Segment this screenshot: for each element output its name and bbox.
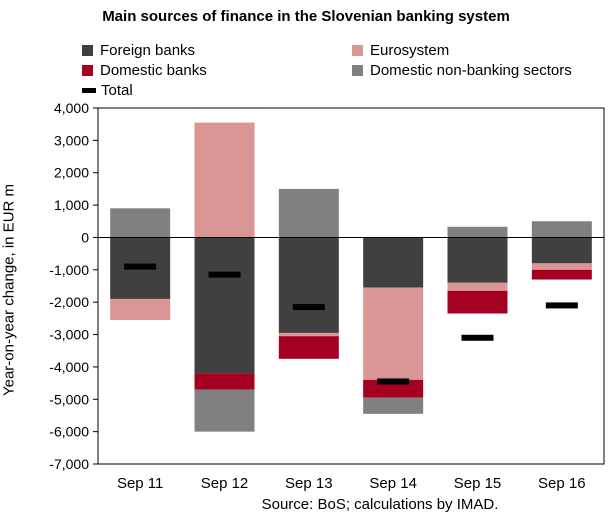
legend-item-total: Total (82, 82, 133, 99)
y-tick-label: -4,000 (49, 359, 89, 375)
total-marker-sep-15 (461, 334, 494, 341)
bar-foreign-banks-sep-15 (447, 237, 508, 283)
legend-label-eurosystem: Eurosystem (370, 42, 450, 59)
bar-eurosystem-sep-14 (363, 287, 424, 380)
legend-label-domestic-non-banking: Domestic non-banking sectors (370, 62, 572, 79)
legend-item-foreign-banks: Foreign banks (82, 42, 195, 59)
total-marker-sep-11 (124, 263, 157, 270)
bar-domestic-banks-sep-16 (531, 269, 592, 280)
y-tick-label: -7,000 (49, 456, 89, 472)
y-tick-label: -5,000 (49, 391, 89, 407)
legend-label-foreign-banks: Foreign banks (100, 42, 196, 59)
bar-domestic-banks-sep-13 (278, 336, 339, 359)
bar-foreign-banks-sep-16 (531, 237, 592, 264)
bar-eurosystem-sep-13 (278, 332, 339, 337)
y-tick-label: 1,000 (54, 197, 89, 213)
bar-eurosystem-sep-15 (447, 282, 508, 291)
legend-item-domestic-non-banking: Domestic non-banking sectors (352, 62, 572, 79)
legend-label-domestic-banks: Domestic banks (100, 62, 207, 79)
bar-eurosystem-sep-16 (531, 263, 592, 270)
legend-swatch-domestic-banks (82, 65, 93, 76)
total-marker-sep-14 (377, 378, 410, 385)
bar-foreign-banks-sep-14 (363, 237, 424, 288)
legend-swatch-total (82, 88, 96, 93)
bar-eurosystem-sep-11 (110, 298, 171, 320)
y-tick-label: -3,000 (49, 327, 89, 343)
legend-swatch-foreign-banks (82, 45, 93, 56)
x-tick-label: Sep 11 (117, 475, 163, 492)
bar-domestic-banks-sep-12 (194, 373, 255, 390)
y-tick-label: 3,000 (54, 132, 89, 148)
total-marker-sep-13 (292, 304, 325, 311)
chart-title: Main sources of finance in the Slovenian… (102, 8, 510, 25)
legend-swatch-eurosystem (352, 45, 363, 56)
bar-eurosystem-sep-12 (194, 122, 255, 238)
x-tick-label: Sep 16 (538, 475, 586, 492)
bar-domestic-non-banking-sectors-sep-11 (110, 208, 171, 238)
y-tick-label: 2,000 (54, 165, 89, 181)
legend-item-eurosystem: Eurosystem (352, 42, 449, 59)
total-marker-sep-12 (208, 271, 241, 278)
x-tick-label: Sep 14 (369, 475, 417, 492)
legend-swatch-domestic-non-banking (352, 65, 363, 76)
bar-domestic-non-banking-sectors-sep-14 (363, 397, 424, 414)
y-tick-label: -1,000 (49, 262, 89, 278)
bar-foreign-banks-sep-13 (278, 237, 339, 333)
bar-domestic-non-banking-sectors-sep-16 (531, 221, 592, 238)
bar-domestic-banks-sep-15 (447, 290, 508, 314)
x-tick-label: Sep 13 (285, 475, 333, 492)
bar-domestic-non-banking-sectors-sep-13 (278, 188, 339, 238)
bar-domestic-non-banking-sectors-sep-15 (447, 226, 508, 238)
total-marker-sep-16 (545, 302, 578, 309)
legend: Foreign banks Eurosystem Domestic banks … (72, 42, 612, 102)
legend-label-total: Total (101, 82, 133, 99)
y-tick-label: 0 (81, 229, 89, 245)
y-tick-label: -2,000 (49, 294, 89, 310)
plot-frame (97, 107, 605, 465)
y-tick-label: 4,000 (54, 100, 89, 116)
bar-domestic-non-banking-sectors-sep-12 (194, 389, 255, 432)
source-note: Source: BoS; calculations by IMAD. (261, 496, 499, 513)
legend-item-domestic-banks: Domestic banks (82, 62, 207, 79)
x-tick-label: Sep 12 (201, 475, 249, 492)
bar-foreign-banks-sep-12 (194, 237, 255, 374)
x-tick-label: Sep 15 (454, 475, 502, 492)
y-tick-label: -6,000 (49, 424, 89, 440)
